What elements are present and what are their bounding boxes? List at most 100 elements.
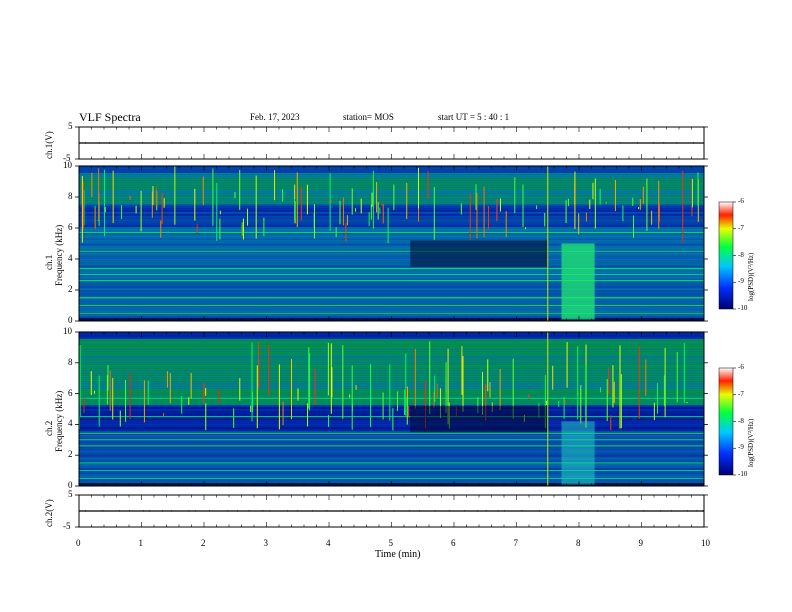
frequency-band — [79, 423, 704, 426]
frequency-band — [79, 349, 704, 352]
frequency-band — [79, 182, 704, 184]
y-axis-label: Frequency (kHz) — [54, 224, 64, 286]
frequency-band — [79, 202, 704, 205]
frequency-band — [79, 390, 704, 393]
frequency-band — [79, 368, 704, 371]
frequency-band — [79, 447, 704, 450]
frequency-band — [79, 453, 704, 456]
y-tick-label: 6 — [68, 387, 73, 398]
colorbar-label: log(PSD)(V²/Hz) — [747, 418, 755, 467]
frequency-band — [79, 346, 704, 349]
frequency-band — [79, 236, 704, 238]
frequency-band — [79, 237, 704, 240]
colorbar-tick-label: -8 — [738, 416, 744, 425]
x-tick-label: 2 — [201, 538, 206, 548]
frequency-band — [79, 211, 704, 214]
frequency-band — [79, 224, 704, 227]
frequency-band — [79, 473, 704, 476]
x-axis-label: Time (min) — [375, 549, 421, 560]
broadband-burst — [561, 243, 595, 320]
y-tick-label: 8 — [68, 356, 73, 367]
figure-title: VLF Spectra — [79, 110, 141, 124]
frequency-band — [79, 193, 704, 196]
broadband-burst — [561, 421, 595, 485]
colorbar-tick-label: -7 — [738, 389, 744, 398]
frequency-band — [79, 381, 704, 384]
frequency-band — [79, 362, 704, 365]
frequency-band — [79, 249, 704, 251]
colorbar-tick-label: -10 — [738, 470, 748, 478]
frequency-band — [79, 342, 704, 345]
frequency-band — [79, 187, 704, 190]
frequency-band — [79, 213, 704, 216]
frequency-band — [79, 412, 704, 415]
frequency-band — [79, 383, 704, 385]
y-tick-label: 5 — [68, 489, 73, 499]
frequency-band — [79, 427, 704, 430]
frequency-band — [79, 409, 704, 411]
frequency-band — [79, 353, 704, 356]
y-axis-label: ch.2(V) — [44, 499, 54, 527]
frequency-band — [79, 290, 704, 292]
frequency-band — [79, 444, 704, 446]
frequency-band — [79, 226, 704, 229]
frequency-band — [79, 215, 704, 218]
frequency-band — [79, 262, 704, 264]
frequency-band — [79, 217, 704, 220]
colorbar-tick-label: -9 — [738, 443, 744, 452]
frequency-band — [79, 410, 704, 413]
frequency-band — [79, 293, 704, 296]
x-tick-label: 0 — [76, 538, 81, 548]
frequency-band — [79, 445, 704, 448]
frequency-band — [79, 420, 704, 422]
frequency-band — [79, 434, 704, 437]
frequency-band — [79, 440, 704, 443]
y-tick-label: 8 — [68, 191, 73, 201]
frequency-band — [79, 418, 704, 421]
frequency-band — [79, 405, 704, 408]
y-tick-label: 0 — [68, 480, 73, 490]
frequency-band — [79, 449, 704, 452]
frequency-band — [79, 359, 704, 361]
frequency-band — [79, 295, 704, 298]
frequency-band — [79, 303, 704, 305]
frequency-band — [79, 355, 704, 358]
frequency-band — [79, 360, 704, 363]
frequency-band — [79, 252, 704, 255]
frequency-band — [79, 282, 704, 285]
frequency-band — [79, 344, 704, 347]
frequency-band — [79, 308, 704, 311]
frequency-band — [79, 239, 704, 242]
colorbar-tick-label: -7 — [738, 223, 744, 232]
y-tick-label: 6 — [68, 222, 73, 232]
frequency-band — [79, 288, 704, 290]
frequency-band — [79, 386, 704, 389]
frequency-band — [79, 464, 704, 467]
panel-label: ch.1 — [44, 254, 54, 270]
frequency-band — [79, 431, 704, 434]
y-tick-label: -5 — [63, 153, 71, 163]
frequency-band — [79, 245, 704, 248]
frequency-band — [79, 351, 704, 354]
colorbar-tick-label: -6 — [738, 197, 744, 205]
frequency-band — [79, 232, 704, 235]
frequency-band — [79, 176, 704, 179]
frequency-band — [79, 234, 704, 237]
y-tick-label: -5 — [63, 521, 71, 531]
frequency-band — [79, 475, 704, 478]
frequency-band — [79, 407, 704, 409]
frequency-band — [79, 243, 704, 246]
frequency-band — [79, 306, 704, 309]
frequency-band — [79, 286, 704, 289]
frequency-band — [79, 436, 704, 439]
y-tick-label: 0 — [68, 315, 73, 325]
frequency-band — [79, 172, 704, 175]
x-tick-label: 1 — [138, 538, 144, 548]
frequency-band — [79, 372, 704, 374]
frequency-band — [79, 263, 704, 266]
quiet-region — [410, 405, 548, 433]
y-axis-label: Frequency (kHz) — [54, 390, 64, 452]
frequency-band — [79, 197, 704, 199]
frequency-band — [79, 178, 704, 181]
frequency-band — [79, 416, 704, 419]
